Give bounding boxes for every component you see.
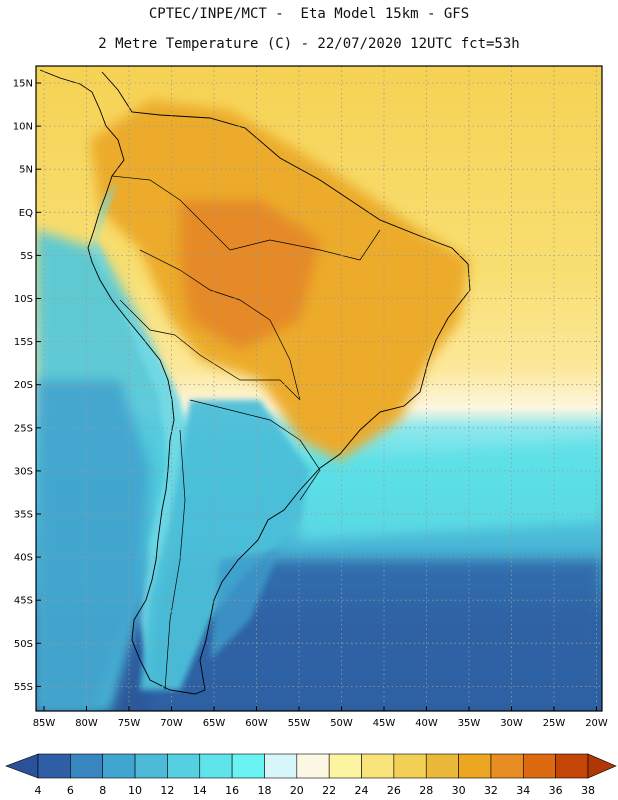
colorbar-label: 32	[484, 784, 498, 797]
map-title-line-2: 2 Metre Temperature (C) - 22/07/2020 12U…	[98, 36, 520, 52]
lon-label: 30W	[500, 718, 523, 729]
lat-label: 35S	[14, 510, 33, 521]
colorbar-swatch	[425, 753, 459, 779]
lon-label: 25W	[543, 718, 566, 729]
map-title-line-1: CPTEC/INPE/MCT - Eta Model 15km - GFS	[148, 6, 470, 22]
lat-label: 10N	[13, 122, 33, 133]
latitude-labels: 15N 10N 5N EQ 5S 10S 15S 20S 25S 30S 35S 40S 45S 50S 5…	[13, 79, 41, 693]
colorbar-label: 4	[35, 784, 42, 797]
colorbar-swatch	[70, 753, 104, 779]
country-borders	[111, 175, 381, 691]
colorbar-label: 8	[99, 784, 106, 797]
temperature-field	[36, 66, 602, 711]
colorbar-label: 18	[257, 784, 271, 797]
lat-label: 5N	[19, 165, 33, 176]
colorbar-label: 24	[355, 784, 369, 797]
colorbar-label: 38	[581, 784, 595, 797]
lon-label: 35W	[458, 718, 481, 729]
colorbar-swatch	[328, 753, 362, 779]
colorbar-under-arrow	[5, 753, 39, 779]
lon-label: 50W	[330, 718, 353, 729]
colorbar-label: 36	[549, 784, 563, 797]
longitude-labels: 85W 80W 75W 70W 65W 60W 55W 50W 45W 40W 35W 30W 25W 2…	[33, 706, 608, 729]
colorbar-swatch	[231, 753, 265, 779]
colorbar-label: 28	[419, 784, 433, 797]
lon-label: 75W	[118, 718, 141, 729]
map-frame	[35, 65, 603, 712]
colorbar-swatch	[361, 753, 395, 779]
colorbar-swatch	[296, 753, 330, 779]
lon-label: 70W	[160, 718, 183, 729]
lat-label: 25S	[14, 423, 33, 434]
colorbar-label: 6	[67, 784, 74, 797]
colorbar-label: 20	[290, 784, 304, 797]
colorbar: 4 6 8 10 12 14 16 18 20 22 24 26 28 30 32 34 36 38	[5, 753, 617, 797]
colorbar-swatch	[264, 753, 298, 779]
lon-label: 65W	[203, 718, 226, 729]
colorbar-swatch	[199, 753, 233, 779]
lon-label: 55W	[288, 718, 311, 729]
lat-label: 10S	[14, 294, 33, 305]
colorbar-label: 10	[128, 784, 142, 797]
lon-label: 40W	[415, 718, 438, 729]
colorbar-swatch	[393, 753, 427, 779]
colorbar-swatch	[490, 753, 524, 779]
colorbar-label: 22	[322, 784, 336, 797]
colorbar-over-arrow	[587, 753, 617, 779]
colorbar-swatch	[134, 753, 168, 779]
colorbar-label: 34	[516, 784, 530, 797]
lat-label: 20S	[14, 380, 33, 391]
lat-label: 15N	[13, 79, 33, 90]
lon-label: 45W	[373, 718, 396, 729]
colorbar-label: 16	[225, 784, 239, 797]
lon-label: 20W	[585, 718, 608, 729]
lat-label: 50S	[14, 639, 33, 650]
colorbar-swatch	[458, 753, 492, 779]
lat-label: 30S	[14, 466, 33, 477]
lon-label: 60W	[245, 718, 268, 729]
lat-label: EQ	[19, 208, 33, 219]
colorbar-swatch	[37, 753, 71, 779]
lat-label: 55S	[14, 682, 33, 693]
lat-label: 5S	[20, 251, 33, 262]
lat-label: 40S	[14, 553, 33, 564]
colorbar-swatch	[522, 753, 556, 779]
lon-label: 80W	[75, 718, 98, 729]
colorbar-swatch	[167, 753, 201, 779]
lon-label: 85W	[33, 718, 56, 729]
colorbar-label: 30	[452, 784, 466, 797]
lat-label: 15S	[14, 337, 33, 348]
colorbar-label: 26	[387, 784, 401, 797]
colorbar-swatch	[102, 753, 136, 779]
colorbar-swatch	[555, 753, 589, 779]
colorbar-label: 12	[160, 784, 174, 797]
colorbar-label: 14	[193, 784, 207, 797]
coastline	[39, 69, 471, 695]
lat-label: 45S	[14, 596, 33, 607]
